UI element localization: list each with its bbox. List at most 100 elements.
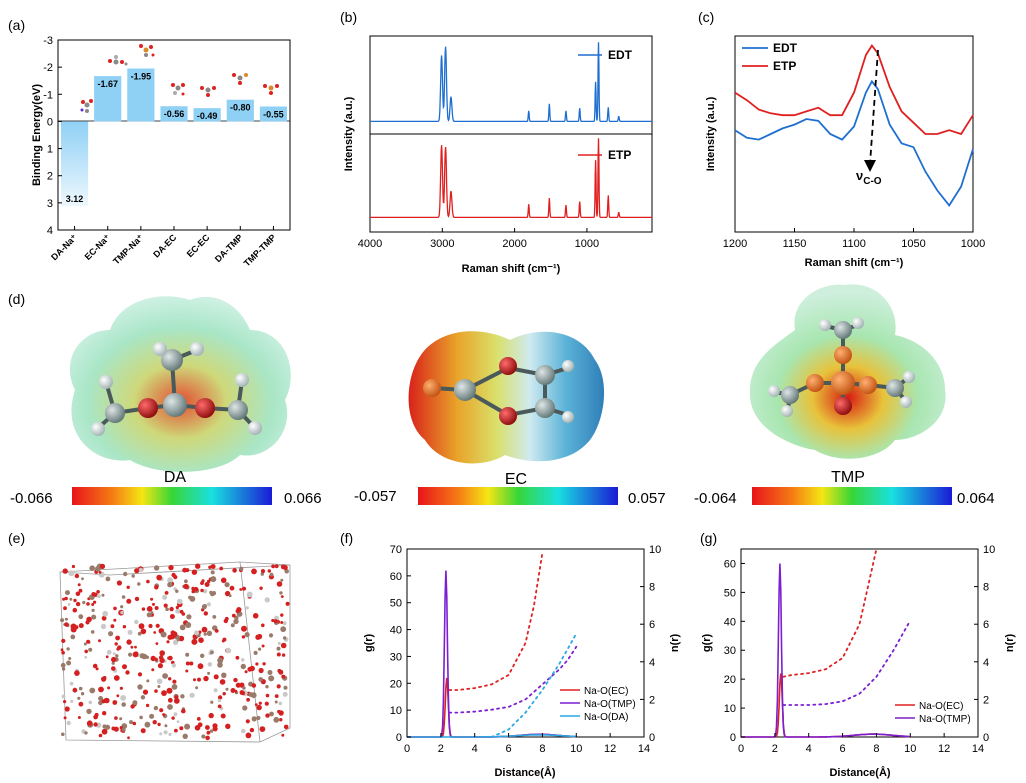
md-atom: [105, 655, 109, 659]
bar-2: [127, 68, 155, 122]
md-atom: [162, 673, 169, 679]
md-atom: [222, 637, 227, 642]
y-tick-label: -3: [43, 35, 53, 47]
md-atom: [71, 564, 75, 569]
x-tick-label: DA-TMP: [213, 232, 245, 264]
md-atom: [119, 686, 123, 690]
md-atom: [179, 624, 186, 631]
md-atom: [209, 714, 213, 718]
y-tick-label: 50: [390, 598, 402, 610]
md-atom: [99, 563, 106, 570]
ec-atom: [535, 398, 555, 418]
md-atom: [224, 616, 229, 621]
md-atom: [152, 602, 155, 606]
tmp-atom: [768, 385, 780, 397]
md-atom: [249, 727, 255, 733]
x-tick-label: 3000: [430, 238, 454, 250]
da-atom: [91, 422, 105, 436]
md-atom: [89, 687, 96, 694]
chart-a-ylabel: Binding Energy(eV): [31, 84, 43, 186]
y-tick-label: 20: [724, 674, 736, 686]
y-tick-label: 0: [47, 116, 53, 128]
bar-3: [160, 106, 188, 122]
md-atom: [244, 670, 248, 674]
ec-name: EC: [505, 471, 527, 488]
md-atom: [149, 713, 155, 719]
x-tick-label: 14: [638, 743, 650, 755]
x-tick-label: EC-EC: [185, 232, 212, 259]
md-atom: [153, 705, 159, 711]
md-atom: [120, 695, 126, 701]
md-atom: [251, 568, 257, 575]
y2-tick-label: 0: [983, 732, 989, 744]
ec-atom: [562, 360, 574, 372]
md-atom: [196, 717, 201, 721]
md-atom: [185, 622, 192, 628]
md-atom: [280, 613, 284, 617]
x-tick-label: 0: [404, 743, 410, 755]
md-atom: [160, 631, 167, 638]
y2-tick-label: 2: [649, 694, 655, 706]
da-atom: [248, 421, 262, 435]
md-atom: [128, 652, 133, 657]
y-tick-label: 10: [390, 705, 402, 717]
tmp-atom: [831, 371, 855, 395]
md-atom: [106, 649, 112, 655]
md-atom: [60, 618, 65, 623]
md-atom: [78, 686, 83, 691]
md-atom: [276, 646, 281, 651]
md-atom: [285, 601, 290, 606]
md-atom: [64, 706, 70, 712]
md-atom: [259, 726, 266, 732]
md-atom: [183, 583, 189, 590]
md-atom: [248, 692, 254, 697]
md-atom: [77, 583, 81, 587]
md-atom: [114, 716, 118, 720]
md-atom: [258, 701, 262, 705]
md-atom: [280, 595, 284, 598]
y2-tick-label: 8: [983, 582, 989, 594]
da-esp-surface: DA -0.066 0.066: [10, 296, 322, 507]
md-atom: [140, 628, 147, 635]
md-atom: [245, 606, 249, 610]
ec-max: 0.057: [628, 490, 666, 507]
nr-line-0: [782, 548, 878, 678]
md-atom: [102, 676, 107, 681]
da-atom: [138, 398, 158, 418]
md-atom: [65, 590, 70, 596]
chart-b-xlabel: Raman shift (cm⁻¹): [462, 263, 561, 275]
md-atom: [239, 588, 243, 591]
md-atom: [176, 638, 180, 642]
tmp-atom: [781, 386, 799, 404]
md-atom: [146, 579, 150, 584]
md-atom: [86, 720, 93, 726]
md-atom: [69, 681, 74, 686]
md-atom: [137, 672, 143, 677]
md-atom: [98, 686, 104, 693]
md-atom: [280, 621, 284, 624]
md-atom: [233, 618, 239, 625]
md-atom: [137, 684, 143, 690]
md-atom: [280, 642, 287, 649]
md-atom: [245, 719, 250, 724]
md-atom: [162, 713, 166, 717]
md-atom: [240, 663, 246, 670]
md-atom: [77, 696, 81, 700]
md-atom: [61, 732, 65, 737]
md-atom: [61, 667, 66, 671]
md-atom: [84, 655, 88, 659]
md-atom: [155, 623, 160, 628]
md-atom: [206, 602, 211, 607]
md-atom: [257, 633, 263, 640]
md-atom: [134, 596, 140, 602]
chart-f-frame: [406, 548, 645, 738]
md-atom: [122, 625, 127, 629]
md-atom: [264, 597, 270, 603]
md-atom: [189, 596, 196, 602]
md-atom: [271, 618, 275, 623]
md-atom: [217, 698, 222, 703]
md-atom: [281, 653, 286, 657]
md-atom: [271, 564, 275, 569]
md-atom: [75, 601, 81, 607]
chart-b-ylabel: Intensity (a.u.): [343, 96, 355, 171]
